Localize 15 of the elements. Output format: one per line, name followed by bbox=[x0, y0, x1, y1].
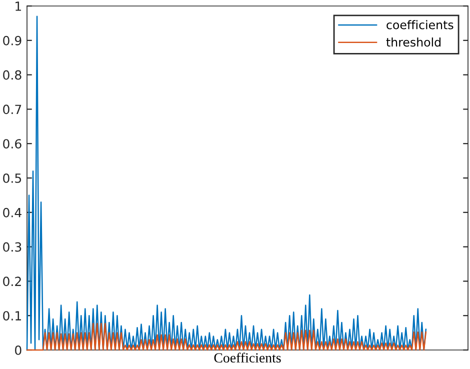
y-tick-label: 0.3 bbox=[3, 242, 22, 252]
x-axis-title: Coefficients bbox=[214, 352, 281, 363]
y-tick-label: 0.4 bbox=[3, 208, 22, 218]
y-tick-label: 0.2 bbox=[3, 276, 21, 286]
y-tick-label: 1 bbox=[16, 2, 21, 11]
y-tick-label: 0.8 bbox=[3, 70, 22, 80]
legend-label: threshold bbox=[386, 37, 440, 47]
legend-label: coefficients bbox=[386, 20, 454, 30]
y-tick-label: 0.9 bbox=[3, 36, 22, 46]
y-tick-label: 0.1 bbox=[3, 311, 21, 321]
y-tick-label: 0.5 bbox=[3, 173, 22, 183]
line-series bbox=[26, 322, 427, 351]
y-tick-label: 0.7 bbox=[3, 104, 22, 114]
y-tick-label: 0.6 bbox=[3, 139, 22, 149]
y-tick-label: 0 bbox=[15, 345, 22, 355]
